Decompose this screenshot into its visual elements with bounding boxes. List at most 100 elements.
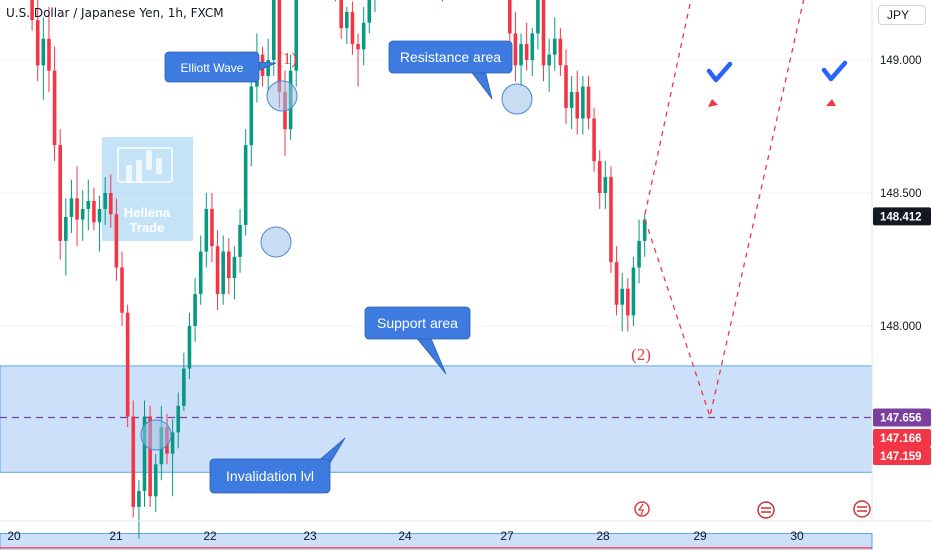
candle-body (221, 251, 225, 295)
support-callout-label: Support area (377, 315, 458, 331)
target-check-icon (821, 60, 848, 82)
time-tick-label: 24 (398, 529, 412, 543)
watermark-monitor-icon (117, 147, 173, 183)
candle-body (142, 416, 147, 491)
candle-body (581, 86, 585, 119)
dividend-event-icon[interactable] (634, 501, 650, 517)
projection-arrowhead (826, 99, 836, 106)
candle-body (609, 177, 613, 263)
candle-body (215, 246, 220, 295)
candle-body (271, 0, 276, 61)
price-tick-label: 148.000 (880, 321, 922, 333)
candle-body (86, 200, 91, 209)
candle-body (564, 65, 568, 108)
price-tag-invalidation (873, 447, 931, 465)
candle-body (361, 22, 366, 50)
candle-body (153, 464, 158, 497)
candle-body (575, 91, 580, 119)
candle-body (148, 416, 152, 497)
price-tag-label: 148.412 (880, 211, 922, 223)
candle-body (238, 224, 242, 257)
candle-body (519, 44, 523, 66)
candle-body (524, 44, 529, 60)
time-tick-label: 27 (500, 529, 514, 543)
invalidation-callout-label: Invalidation lvl (226, 468, 314, 484)
candle-body (125, 312, 130, 417)
candle-body (356, 44, 360, 50)
candle-body (97, 208, 102, 223)
time-tick-label: 22 (203, 529, 217, 543)
target-check-icon (706, 61, 733, 83)
price-tag-current (873, 207, 931, 226)
candle-body (103, 193, 107, 209)
candle-body (552, 38, 557, 55)
time-tick-label: 21 (109, 529, 123, 543)
candle-body (131, 416, 136, 507)
currency-button[interactable]: JPY (878, 5, 926, 25)
candle-body (558, 38, 563, 66)
watermark-line2: Trade (130, 220, 165, 235)
resistance-callout[interactable] (388, 40, 513, 74)
watermark-candle-icon (146, 150, 152, 170)
candle-body (642, 219, 647, 241)
symbol-title[interactable]: U.S. Dollar / Japanese Yen, 1h, FXCM (6, 6, 224, 20)
watermark-candle-icon (126, 165, 132, 183)
candle-body (92, 200, 96, 223)
price-tick-label: 149.000 (880, 55, 922, 67)
time-tick-label: 30 (790, 529, 804, 543)
time-tick-label: 20 (7, 529, 21, 543)
elliott-wave-callout-label: Elliott Wave (181, 61, 244, 75)
candle-body (41, 38, 46, 66)
projection-path-main (644, 0, 805, 419)
candle-body (137, 490, 141, 507)
candle-body (350, 12, 355, 45)
candle-body (187, 326, 192, 369)
price-tag-label: 147.166 (880, 433, 922, 445)
time-tick-label: 23 (303, 529, 317, 543)
candle-body (64, 216, 68, 241)
pivot-highlight-circle (140, 419, 172, 451)
invalidation-callout[interactable] (209, 458, 331, 494)
candle-body (592, 118, 596, 162)
candle-body (614, 262, 619, 305)
candle-body (58, 145, 62, 241)
us-flag-event-icon[interactable] (757, 501, 775, 519)
pivot-highlight-circle (501, 83, 533, 115)
elliott-wave-callout[interactable] (164, 51, 260, 83)
us-flag-event-icon[interactable] (853, 500, 871, 518)
candle-body (620, 288, 624, 305)
candle-body (513, 33, 518, 66)
support-callout[interactable] (364, 306, 471, 340)
candle-body (210, 208, 214, 247)
lightning-icon (637, 503, 644, 516)
candle-body (294, 0, 299, 71)
candle-body (547, 54, 551, 66)
candle-body (30, 0, 34, 21)
time-tick-label: 29 (693, 529, 707, 543)
candle-body (536, 0, 540, 34)
candle-body (626, 288, 630, 316)
price-tag-invalidation (873, 429, 931, 447)
candle-body (243, 145, 248, 225)
candle-body (232, 256, 237, 279)
price-tag-label: 147.656 (880, 413, 922, 425)
candle-body (277, 0, 282, 92)
candle-body (249, 86, 254, 146)
wave-2-label: (2) (631, 345, 651, 364)
price-tag-label: 147.159 (880, 451, 922, 463)
candle-body (193, 294, 197, 326)
candle-body (541, 0, 546, 66)
candle-body (266, 60, 270, 76)
candle-body (198, 251, 203, 295)
support-zone (0, 365, 873, 473)
watermark-line1: Hellena (124, 205, 171, 220)
candle-body (52, 70, 57, 146)
candle-body (631, 267, 636, 316)
candle-body (47, 38, 51, 71)
candle-body (69, 198, 74, 217)
candle-body (75, 198, 79, 220)
candle-body (637, 240, 641, 268)
candle-body (339, 0, 343, 29)
